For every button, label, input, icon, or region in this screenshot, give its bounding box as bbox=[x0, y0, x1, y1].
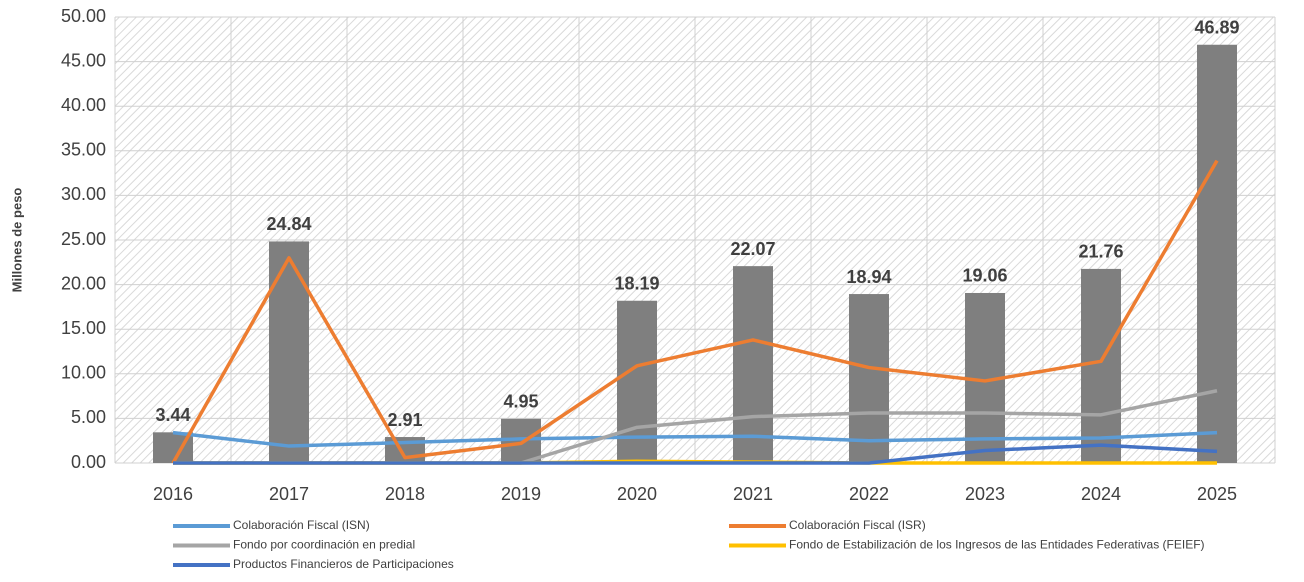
y-axis-label: Millones de peso bbox=[9, 188, 24, 293]
x-tick-label: 2019 bbox=[501, 484, 541, 504]
bar bbox=[1197, 44, 1237, 463]
bar bbox=[269, 241, 309, 463]
y-tick-label: 35.00 bbox=[61, 140, 106, 160]
x-tick-label: 2018 bbox=[385, 484, 425, 504]
y-tick-label: 25.00 bbox=[61, 229, 106, 249]
bar bbox=[849, 294, 889, 463]
y-tick-label: 50.00 bbox=[61, 6, 106, 26]
line-series bbox=[173, 443, 1218, 465]
y-tick-label: 40.00 bbox=[61, 95, 106, 115]
y-tick-label: 20.00 bbox=[61, 273, 106, 293]
line-series bbox=[172, 430, 1218, 448]
data-label: 46.89 bbox=[1194, 17, 1239, 37]
y-tick-label: 5.00 bbox=[71, 407, 106, 427]
legend-label: Colaboración Fiscal (ISN) bbox=[233, 518, 370, 532]
x-tick-label: 2024 bbox=[1081, 484, 1121, 504]
data-label: 18.19 bbox=[614, 273, 659, 293]
legend-label: Productos Financieros de Participaciones bbox=[233, 557, 454, 571]
y-tick-label: 10.00 bbox=[61, 363, 106, 383]
x-tick-label: 2023 bbox=[965, 484, 1005, 504]
line-series bbox=[171, 159, 1219, 464]
y-tick-label: 15.00 bbox=[61, 318, 106, 338]
data-label: 21.76 bbox=[1078, 242, 1123, 262]
legend-label: Fondo por coordinación en predial bbox=[233, 538, 415, 552]
data-label: 2.91 bbox=[387, 410, 422, 430]
x-tick-label: 2021 bbox=[733, 484, 773, 504]
x-tick-label: 2017 bbox=[269, 484, 309, 504]
data-label: 18.94 bbox=[846, 267, 891, 287]
x-tick-label: 2022 bbox=[849, 484, 889, 504]
data-label: 24.84 bbox=[266, 214, 311, 234]
y-tick-label: 30.00 bbox=[61, 184, 106, 204]
bar bbox=[733, 266, 773, 463]
data-label: 19.06 bbox=[962, 266, 1007, 286]
legend-label: Colaboración Fiscal (ISR) bbox=[789, 518, 926, 532]
y-tick-label: 45.00 bbox=[61, 50, 106, 70]
data-label: 22.07 bbox=[730, 239, 775, 259]
x-tick-label: 2016 bbox=[153, 484, 193, 504]
legend-label: Fondo de Estabilización de los Ingresos … bbox=[789, 538, 1205, 552]
x-tick-label: 2025 bbox=[1197, 484, 1237, 504]
data-label: 3.44 bbox=[155, 405, 190, 425]
bar bbox=[1081, 268, 1121, 463]
y-tick-label: 0.00 bbox=[71, 452, 106, 472]
x-tick-label: 2020 bbox=[617, 484, 657, 504]
data-label: 4.95 bbox=[503, 392, 538, 412]
